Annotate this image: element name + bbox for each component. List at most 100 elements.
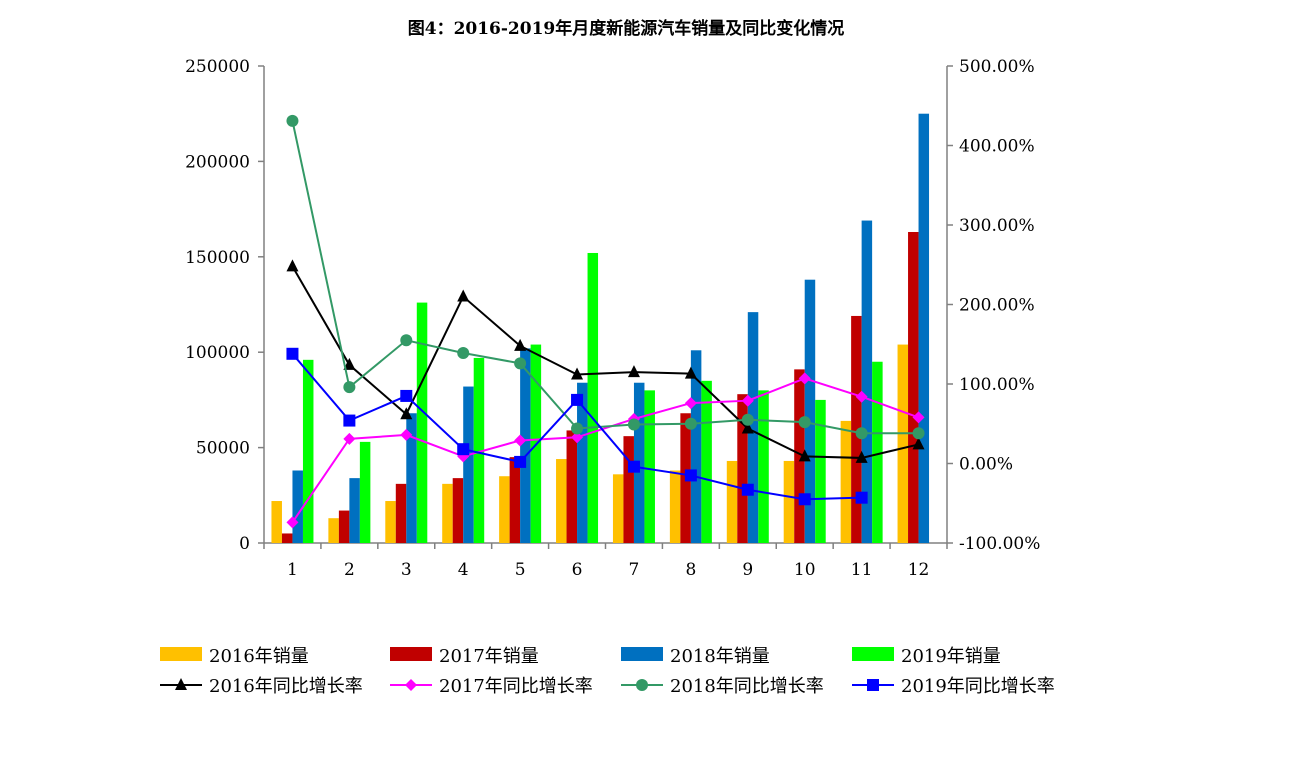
y-tick-label: 250000 [185, 57, 250, 77]
legend-swatch [390, 647, 432, 661]
legend-swatch [621, 647, 663, 661]
y-tick-label: 0 [239, 534, 250, 554]
point-marker [741, 483, 754, 496]
bar [612, 474, 624, 543]
x-tick-label: 1 [287, 560, 298, 580]
point-marker [684, 366, 697, 379]
bar [747, 312, 759, 543]
point-marker [400, 428, 413, 441]
point-marker [571, 393, 584, 406]
point-marker [514, 434, 527, 447]
x-tick-label: 5 [515, 560, 526, 580]
point-marker [286, 114, 299, 127]
point-marker [741, 413, 754, 426]
x-tick-label: 12 [908, 560, 930, 580]
x-tick-label: 3 [401, 560, 412, 580]
series-line [291, 377, 919, 523]
legend: 2016年销量 2017年销量 2018年销量 2019年销量 2016年同比增长率 20… [160, 646, 1055, 697]
point-marker [798, 372, 811, 385]
point-marker [855, 390, 868, 403]
bar [338, 510, 350, 543]
bar [509, 457, 521, 543]
point-marker [571, 422, 584, 435]
point-marker [798, 416, 811, 429]
legend-label: 2017年销量 [439, 646, 539, 667]
point-marker [286, 347, 299, 360]
point-marker [457, 289, 470, 302]
point-marker [343, 432, 356, 445]
point-marker [855, 491, 868, 504]
bars [271, 113, 930, 543]
x-tick-label: 4 [458, 560, 469, 580]
point-marker [286, 259, 299, 272]
legend-swatch [852, 647, 894, 661]
legend-label: 2016年销量 [209, 646, 309, 667]
point-marker [684, 417, 697, 430]
x-tick-label: 8 [685, 560, 696, 580]
axes: 0 50000 100000 150000 200000 250000 -100.00% 0.… [185, 57, 1040, 580]
legend-label: 2017年同比增长率 [439, 676, 593, 697]
bar [815, 399, 826, 543]
bar [566, 430, 578, 543]
y2-tick-label: -100.00% [959, 534, 1040, 554]
x-tick-label: 7 [629, 560, 640, 580]
point-marker [627, 460, 640, 473]
point-marker [514, 455, 527, 468]
y-tick-label: 50000 [196, 439, 250, 459]
point-marker [343, 381, 356, 394]
point-marker [684, 469, 697, 482]
bar [416, 302, 428, 543]
bar [328, 518, 339, 543]
x-tick-label: 2 [344, 560, 355, 580]
point-marker [571, 431, 584, 444]
bar [840, 420, 852, 543]
bar [499, 476, 510, 543]
bar [908, 231, 919, 543]
y-tick-label: 100000 [185, 343, 250, 363]
point-marker [343, 357, 356, 370]
bar [463, 386, 474, 543]
bar [281, 533, 293, 543]
point-marker [867, 679, 879, 691]
bar [473, 357, 485, 543]
point-marker [400, 407, 413, 420]
point-marker [798, 493, 811, 506]
y2-tick-label: 500.00% [959, 57, 1035, 77]
point-marker [457, 443, 470, 456]
point-marker [912, 437, 925, 450]
bar [918, 113, 930, 543]
legend-label: 2016年同比增长率 [209, 676, 363, 697]
point-marker [855, 427, 868, 440]
point-marker [400, 334, 413, 347]
legend-label: 2019年销量 [901, 646, 1001, 667]
bar [737, 394, 748, 543]
chart-title: 图4：2016-2019年月度新能源汽车销量及同比变化情况 [408, 18, 845, 39]
legend-label: 2018年同比增长率 [670, 676, 824, 697]
bar [623, 436, 634, 543]
point-marker [175, 678, 187, 690]
point-marker [684, 397, 697, 410]
point-marker [514, 338, 527, 351]
point-marker [514, 357, 527, 370]
lines [286, 114, 925, 529]
bar [385, 501, 396, 543]
y2-tick-label: 100.00% [959, 375, 1035, 395]
legend-swatch [160, 647, 202, 661]
bar [897, 344, 909, 543]
bar [359, 441, 371, 543]
point-marker [636, 679, 648, 691]
point-marker [400, 389, 413, 402]
bar [644, 390, 655, 543]
point-marker [405, 679, 417, 691]
x-tick-label: 9 [742, 560, 753, 580]
bar [349, 478, 360, 543]
bar [861, 220, 873, 543]
point-marker [912, 427, 925, 440]
x-tick-label: 11 [851, 560, 873, 580]
bar [758, 390, 769, 543]
bar [726, 460, 738, 543]
bar [851, 315, 862, 543]
legend-label: 2018年销量 [670, 646, 770, 667]
bar [804, 279, 816, 543]
